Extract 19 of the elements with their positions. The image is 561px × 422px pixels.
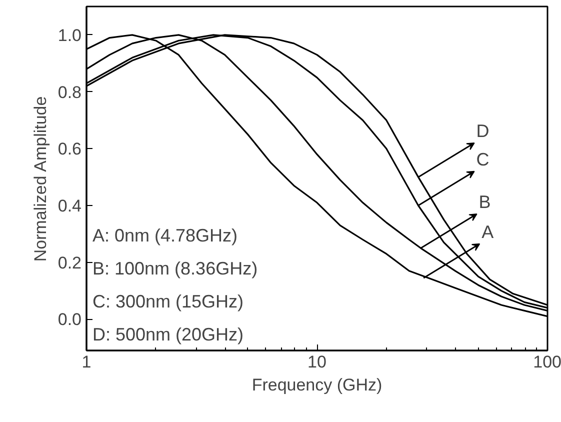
y-tick-label: 0.8 — [58, 82, 82, 102]
annotation: C — [476, 149, 490, 170]
annotation: A — [482, 222, 494, 242]
x-tick-label: 10 — [308, 352, 326, 372]
annotation: D — [476, 120, 490, 141]
y-tick-label: 1.0 — [58, 26, 82, 45]
x-axis-title: Frequency (GHz) — [252, 376, 382, 394]
annotation: C: 300nm (15GHz) — [92, 292, 244, 312]
x-tick-label: 100 — [533, 352, 561, 372]
annotation: B — [478, 192, 491, 212]
y-tick-label: 0.4 — [58, 196, 82, 216]
y-tick-label: 0.2 — [58, 253, 82, 272]
annotation: B: 100nm (8.36GHz) — [92, 258, 258, 278]
y-tick-label: 0.0 — [58, 310, 82, 330]
x-tick-label: 1 — [82, 352, 92, 372]
annotation: A: 0nm (4.78GHz) — [92, 226, 238, 246]
y-axis-title: Normalized Amplitude — [30, 96, 50, 262]
y-tick-label: 0.6 — [58, 140, 82, 159]
annotation: D: 500nm (20GHz) — [92, 324, 244, 344]
